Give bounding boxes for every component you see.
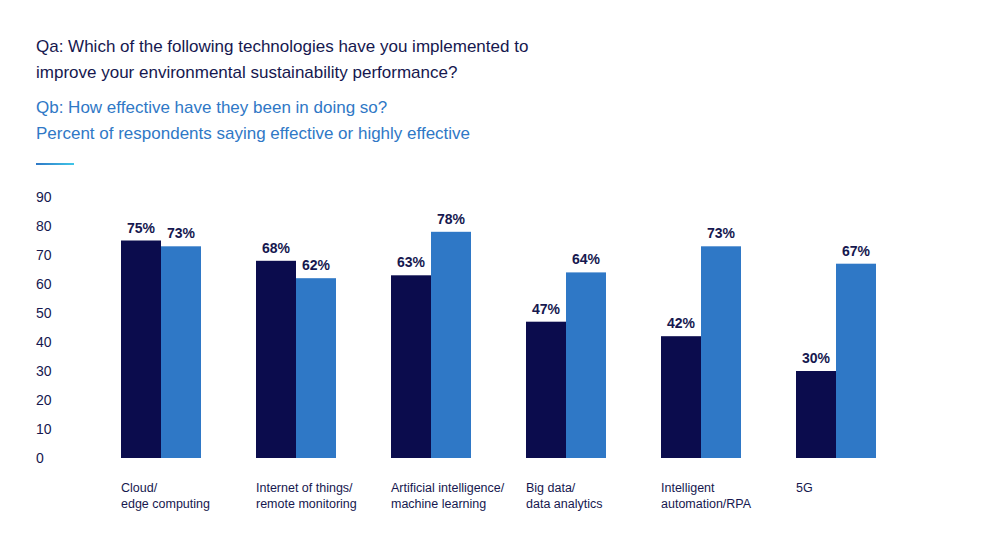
data-label: 67% bbox=[842, 243, 871, 259]
y-tick-label: 40 bbox=[36, 334, 52, 350]
y-tick-label: 0 bbox=[36, 450, 44, 466]
bar bbox=[701, 246, 741, 458]
category-label: Internet of things/remote monitoring bbox=[256, 481, 357, 511]
bar bbox=[391, 275, 431, 458]
bar bbox=[431, 232, 471, 458]
category-label: 5G bbox=[796, 481, 813, 495]
bar bbox=[296, 278, 336, 458]
data-label: 68% bbox=[262, 240, 291, 256]
bar bbox=[661, 336, 701, 458]
bar bbox=[161, 246, 201, 458]
chart: Qa: Which of the following technologies … bbox=[0, 0, 1000, 550]
y-tick-label: 20 bbox=[36, 392, 52, 408]
category-label: Cloud/edge computing bbox=[121, 481, 210, 511]
category-label: Intelligentautomation/RPA bbox=[661, 481, 752, 511]
y-tick-label: 80 bbox=[36, 218, 52, 234]
data-label: 62% bbox=[302, 257, 331, 273]
title: Qa: Which of the following technologies … bbox=[36, 37, 528, 82]
y-tick-label: 10 bbox=[36, 421, 52, 437]
category-label: Big data/data analytics bbox=[526, 481, 602, 511]
data-label: 73% bbox=[167, 225, 196, 241]
data-label: 78% bbox=[437, 211, 466, 227]
bars bbox=[121, 232, 876, 458]
data-label: 73% bbox=[707, 225, 736, 241]
bar bbox=[566, 272, 606, 458]
bar bbox=[526, 322, 566, 458]
data-label: 75% bbox=[127, 220, 156, 236]
data-label: 42% bbox=[667, 315, 696, 331]
y-tick-label: 90 bbox=[36, 189, 52, 205]
category-label: Artificial intelligence/machine learning bbox=[391, 481, 505, 511]
subtitle: Qb: How effective have they been in doin… bbox=[36, 98, 470, 143]
accent-line bbox=[36, 163, 74, 165]
bar bbox=[796, 371, 836, 458]
data-label: 30% bbox=[802, 350, 831, 366]
data-label: 64% bbox=[572, 251, 601, 267]
y-tick-label: 30 bbox=[36, 363, 52, 379]
data-label: 63% bbox=[397, 254, 426, 270]
y-tick-label: 70 bbox=[36, 247, 52, 263]
bar bbox=[256, 261, 296, 458]
data-label: 47% bbox=[532, 301, 561, 317]
bar bbox=[836, 264, 876, 458]
y-tick-label: 50 bbox=[36, 305, 52, 321]
bar bbox=[121, 241, 161, 459]
y-tick-label: 60 bbox=[36, 276, 52, 292]
